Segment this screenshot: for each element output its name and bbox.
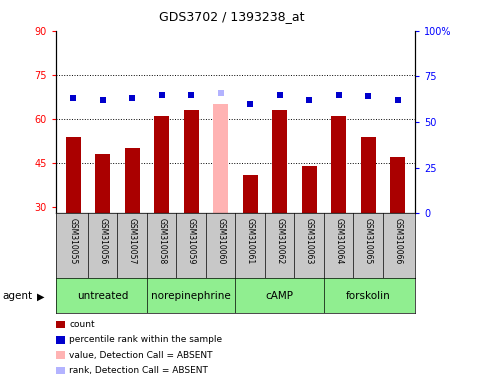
Text: GSM310058: GSM310058: [157, 218, 166, 265]
Bar: [95, 154, 110, 213]
Bar: [331, 116, 346, 213]
Text: GSM310066: GSM310066: [393, 218, 402, 265]
Text: percentile rank within the sample: percentile rank within the sample: [69, 335, 222, 344]
Text: cAMP: cAMP: [266, 291, 294, 301]
Text: GSM310065: GSM310065: [364, 218, 373, 265]
Bar: [272, 110, 287, 213]
Text: GSM310055: GSM310055: [69, 218, 78, 265]
Text: ▶: ▶: [37, 291, 44, 301]
Text: GSM310062: GSM310062: [275, 218, 284, 265]
Text: GSM310060: GSM310060: [216, 218, 225, 265]
Text: GSM310061: GSM310061: [246, 218, 255, 265]
Text: count: count: [69, 320, 95, 329]
Text: GSM310059: GSM310059: [187, 218, 196, 265]
Text: value, Detection Call = ABSENT: value, Detection Call = ABSENT: [69, 351, 213, 360]
Text: GSM310056: GSM310056: [98, 218, 107, 265]
Text: GSM310064: GSM310064: [334, 218, 343, 265]
Text: untreated: untreated: [77, 291, 128, 301]
Bar: [125, 148, 140, 213]
Text: norepinephrine: norepinephrine: [151, 291, 231, 301]
Bar: [243, 175, 257, 213]
Bar: [361, 137, 376, 213]
Text: rank, Detection Call = ABSENT: rank, Detection Call = ABSENT: [69, 366, 208, 375]
Bar: [66, 137, 81, 213]
Bar: [390, 157, 405, 213]
Bar: [213, 104, 228, 213]
Text: GDS3702 / 1393238_at: GDS3702 / 1393238_at: [159, 10, 305, 23]
Bar: [184, 110, 199, 213]
Text: forskolin: forskolin: [346, 291, 391, 301]
Text: GSM310057: GSM310057: [128, 218, 137, 265]
Bar: [155, 116, 169, 213]
Text: GSM310063: GSM310063: [305, 218, 313, 265]
Bar: [302, 166, 316, 213]
Text: agent: agent: [2, 291, 32, 301]
